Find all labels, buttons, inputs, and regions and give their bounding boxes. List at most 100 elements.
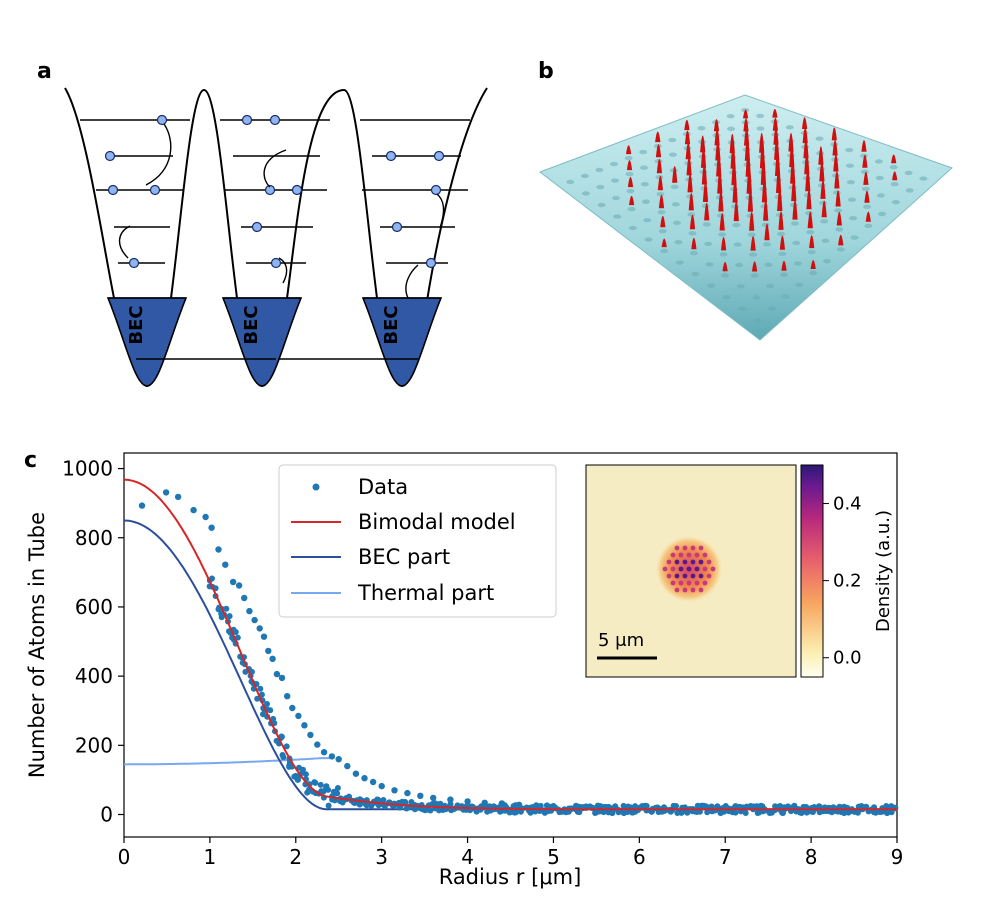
density-spike (661, 238, 667, 248)
density-spike (763, 199, 769, 221)
colorbar (800, 464, 824, 678)
data-point (344, 762, 351, 770)
density-spike (627, 177, 634, 188)
lattice-well (689, 251, 698, 256)
data-point (284, 693, 291, 700)
lattice-well (863, 204, 871, 209)
density-spike (733, 200, 739, 222)
data-point (888, 809, 895, 816)
data-point (363, 802, 370, 809)
density-spike (818, 146, 824, 165)
lattice-site (686, 566, 692, 572)
lattice-site (690, 573, 696, 579)
lattice-well (732, 222, 741, 228)
data-point (369, 778, 377, 786)
colorbar-label: Density (a.u.) (873, 510, 894, 632)
panel-b-surface (538, 94, 953, 341)
density-spike (704, 202, 710, 221)
atom (264, 184, 276, 196)
data-point (269, 655, 276, 662)
lattice-well (793, 261, 802, 266)
atom (433, 150, 445, 162)
density-spike (672, 166, 678, 183)
lattice-well (752, 295, 761, 300)
lattice-site (702, 580, 708, 586)
lattice-well (612, 195, 620, 201)
lattice-well (823, 259, 831, 264)
lattice-well (889, 165, 898, 170)
data-point (174, 493, 182, 501)
lattice-well (595, 167, 604, 173)
data-point (402, 799, 409, 806)
data-point (325, 786, 332, 793)
lattice-well (668, 137, 677, 143)
bimodal-model-line (123, 478, 897, 811)
density-spike (749, 211, 755, 231)
lattice-well (767, 306, 776, 311)
lattice-well (644, 237, 653, 242)
density-spike (864, 190, 870, 203)
inset-lattice-sites (662, 545, 716, 593)
density-spike (891, 154, 897, 164)
lattice-well (597, 202, 606, 208)
lattice-well (704, 241, 713, 247)
lattice-well (805, 211, 813, 216)
bec-label: BEC (241, 305, 262, 344)
data-point (232, 629, 239, 635)
density-spike (660, 215, 666, 228)
data-point (314, 741, 321, 748)
density-spike (773, 127, 779, 145)
lattice-well (688, 231, 697, 236)
data-point (732, 809, 739, 816)
bec-region (361, 297, 443, 387)
lattice-well (718, 232, 727, 237)
legend-marker-data (312, 483, 320, 491)
data-point (417, 792, 424, 799)
density-spike (700, 135, 706, 153)
density-spike (684, 130, 691, 145)
lattice-well (747, 232, 756, 237)
lattice-well (809, 270, 818, 276)
lattice-site (686, 552, 692, 558)
lattice-well (778, 251, 787, 256)
lattice-well (733, 242, 742, 247)
atom (425, 257, 437, 269)
lattice-well (864, 223, 873, 228)
data-point (302, 771, 309, 778)
density-spike (629, 195, 635, 206)
lattice-well (874, 159, 883, 164)
lattice-well (643, 218, 652, 223)
lattice-well (656, 192, 665, 197)
lattice-well (596, 184, 605, 190)
y-axis-ticks: 0 200 400 600 800 1000 (62, 457, 124, 827)
lattice-well (628, 225, 637, 231)
density-spike (892, 171, 898, 181)
lattice-well (670, 184, 679, 189)
colorbar-tick-label: 0.0 (833, 648, 862, 669)
lattice-well (777, 231, 785, 237)
data-point (273, 670, 281, 678)
density-spike (802, 127, 808, 144)
lattice-well (674, 240, 683, 245)
lattice-well (807, 249, 816, 255)
lattice-well (566, 179, 575, 185)
data-point (742, 810, 749, 816)
lattice-well (627, 206, 636, 212)
lattice-well (791, 221, 799, 226)
atom (269, 114, 281, 126)
y-axis-label: Number of Atoms in Tube (25, 512, 49, 778)
lattice-well (820, 219, 829, 224)
lattice-well (749, 252, 758, 257)
atom (149, 184, 161, 196)
panel-a-diagram: BEC BEC BEC (64, 87, 488, 388)
data-point (264, 701, 270, 707)
density-spike (656, 158, 662, 174)
data-point (138, 502, 146, 509)
data-point (447, 801, 454, 808)
lattice-well (640, 182, 649, 187)
data-point (209, 575, 215, 582)
lattice-site (678, 566, 684, 572)
data-point (325, 802, 332, 809)
atom (156, 114, 168, 126)
